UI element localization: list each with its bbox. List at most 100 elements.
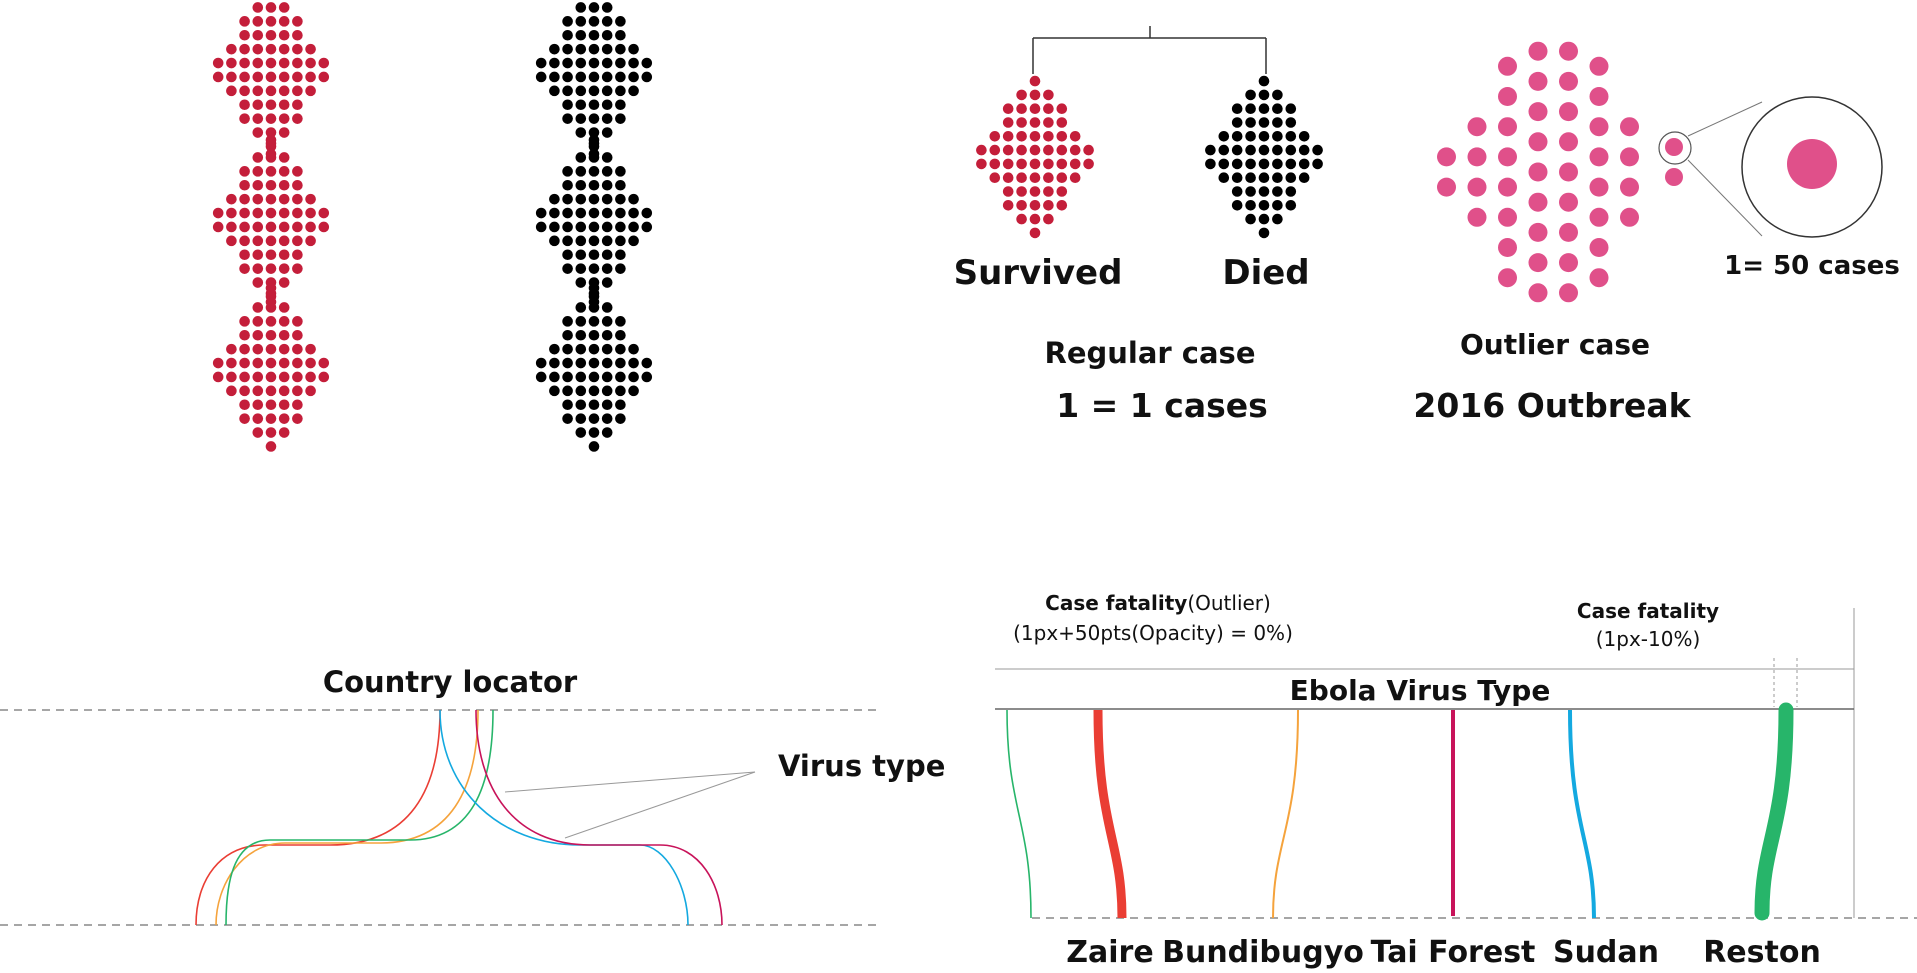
outlier-dot <box>1589 268 1609 288</box>
survived-dot <box>265 85 277 97</box>
survived-dot <box>1002 117 1014 128</box>
died-dot <box>615 221 626 233</box>
survived-dot <box>1043 131 1054 142</box>
survived-dot <box>305 235 316 247</box>
died-dot <box>628 193 639 205</box>
died-dot <box>575 179 587 191</box>
died-dot <box>1285 131 1297 142</box>
survived-dot <box>292 263 303 274</box>
outlier-dot <box>1559 253 1578 273</box>
died-dot-cluster <box>1205 75 1323 239</box>
case-fatality-outlier-note: Case fatality(Outlier) <box>1045 591 1271 615</box>
survived-dot <box>292 179 303 191</box>
survived-dot <box>252 302 264 313</box>
died-dot <box>575 166 587 177</box>
died-dot <box>1272 131 1283 142</box>
died-dot <box>575 152 587 163</box>
died-dot <box>1298 158 1310 170</box>
survived-dot <box>265 57 277 69</box>
died-dot <box>588 357 600 369</box>
died-dot <box>628 71 639 83</box>
survived-dot <box>265 99 277 111</box>
died-dot <box>588 113 600 124</box>
survived-dot <box>278 152 290 163</box>
survived-dot <box>278 71 290 83</box>
survived-dot <box>292 99 303 111</box>
survived-dot <box>1016 103 1027 114</box>
survived-dot <box>292 235 303 247</box>
survived-dot <box>265 166 277 177</box>
died-dot <box>588 249 600 261</box>
died-dot <box>588 71 600 83</box>
outlier-dot-cluster <box>1437 41 1683 303</box>
outlier-dot <box>1498 56 1517 76</box>
survived-dot <box>265 296 277 308</box>
survived-dot <box>265 71 277 83</box>
died-dot <box>641 221 653 233</box>
survived-dot <box>278 127 290 138</box>
died-dot <box>1298 131 1310 142</box>
died-dot <box>1272 186 1283 197</box>
died-dot <box>1312 144 1323 156</box>
died-dot <box>1298 144 1310 156</box>
survived-dot <box>305 343 316 355</box>
died-dot <box>549 85 560 97</box>
died-dot <box>1245 158 1256 170</box>
survived-dot <box>1029 144 1041 156</box>
survived-dot <box>989 172 1001 183</box>
survived-dot <box>252 371 264 383</box>
survived-dot <box>226 207 237 219</box>
died-dot-stack <box>535 2 653 452</box>
died-dot <box>641 371 653 383</box>
survived-dot <box>252 249 264 261</box>
outlier-scale-label: 1= 50 cases <box>1724 251 1900 281</box>
survived-dot <box>1002 131 1014 142</box>
died-dot <box>628 235 639 247</box>
died-dot <box>562 29 573 41</box>
died-dot <box>1245 200 1256 211</box>
outlier-dot <box>1437 177 1456 197</box>
survived-dot <box>239 99 250 111</box>
survived-dot <box>1043 172 1054 183</box>
died-dot <box>562 71 573 83</box>
died-dot <box>1231 103 1243 114</box>
died-dot <box>588 166 600 177</box>
survived-dot <box>239 71 250 83</box>
died-dot <box>575 29 587 41</box>
survived-dot <box>239 413 250 424</box>
survived-dot <box>278 399 290 411</box>
died-dot <box>1231 200 1243 211</box>
regular-case-legend: Survived Died Regular case 1 = 1 cases <box>954 26 1323 425</box>
died-dot <box>588 2 600 13</box>
died-dot <box>575 302 587 313</box>
died-dot <box>588 148 600 160</box>
died-dot <box>641 71 653 83</box>
died-dot <box>575 43 587 55</box>
died-dot <box>1298 172 1310 183</box>
died-dot <box>615 235 626 247</box>
survived-dot <box>1043 200 1054 211</box>
died-dot <box>1245 144 1256 156</box>
survived-dot <box>278 29 290 41</box>
survived-dot <box>1056 200 1068 211</box>
survived-dot <box>292 413 303 424</box>
survived-dot <box>1069 158 1081 170</box>
died-dot <box>601 113 613 124</box>
survived-dot <box>239 85 250 97</box>
died-dot <box>615 249 626 261</box>
survived-dot <box>265 148 277 160</box>
virus-label-reston: Reston <box>1703 935 1821 969</box>
virus-pointer-lower <box>564 771 756 839</box>
survived-dot <box>226 57 237 69</box>
died-dot <box>1258 131 1270 142</box>
died-dot <box>562 57 573 69</box>
survived-dot <box>305 85 316 97</box>
survived-dot <box>1029 75 1041 87</box>
survived-dot <box>1016 89 1027 101</box>
survived-dot <box>252 316 264 327</box>
survived-dot <box>1043 103 1054 114</box>
survived-dot <box>305 43 316 55</box>
survived-dot <box>252 2 264 13</box>
survived-dot <box>1083 158 1094 170</box>
died-dot <box>615 371 626 383</box>
